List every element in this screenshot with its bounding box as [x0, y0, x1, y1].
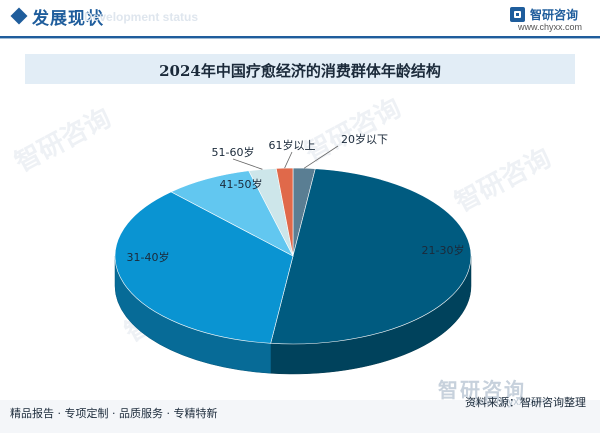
- watermark-logo-text: 智研咨询: [438, 378, 526, 402]
- brand-logo-icon: [509, 7, 525, 22]
- brand-url: www.chyxx.com: [517, 22, 582, 32]
- slice-label-4: 51-60岁: [212, 145, 255, 159]
- pie-slice-1: [270, 168, 471, 345]
- pie-slice-5: [275, 167, 294, 257]
- watermark-url: www.chyxx.com: [470, 396, 549, 408]
- source-note: 资料来源：智研咨询整理: [465, 396, 586, 409]
- chart-title: 2024年中国疗愈经济的消费群体年龄结构: [159, 62, 441, 80]
- pie-slice-3: [170, 170, 294, 257]
- pie-slice-2: [114, 191, 294, 344]
- slice-label-3: 41-50岁: [220, 177, 263, 191]
- footer-bar: [0, 400, 600, 433]
- slice-label-0: 20岁以下: [341, 132, 388, 146]
- slice-label-5: 61岁以上: [269, 138, 316, 152]
- brand: 智研咨询: [509, 6, 578, 23]
- section-subtitle: Development status: [84, 10, 199, 24]
- brand-name: 智研咨询: [529, 8, 578, 22]
- header-divider: [0, 36, 600, 38]
- footer-tagline: 精品报告 · 专项定制 · 品质服务 · 专精特新: [10, 407, 218, 420]
- slice-label-1: 21-30岁: [422, 243, 465, 257]
- leader-line-5: [284, 151, 293, 169]
- chart-title-box: 2024年中国疗愈经济的消费群体年龄结构: [25, 54, 575, 84]
- slice-label-2: 31-40岁: [127, 250, 170, 264]
- leader-line-4: [232, 158, 263, 170]
- section-title: 发展现状: [32, 9, 104, 29]
- header-divider-light: [0, 38, 600, 39]
- section-header: 发展现状 Development status 智研咨询 www.chyxx.c…: [0, 0, 600, 36]
- leader-line-0: [303, 145, 339, 169]
